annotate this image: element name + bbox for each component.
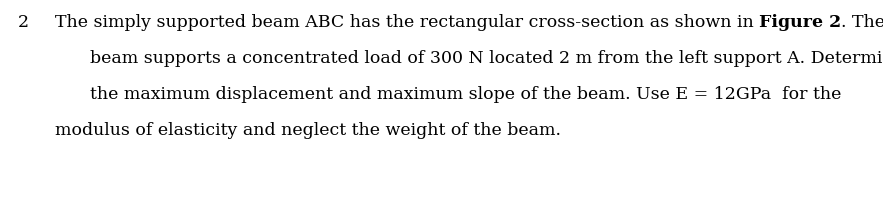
Text: Figure 2: Figure 2 (759, 14, 841, 31)
Text: the maximum displacement and maximum slope of the beam. Use E = 12GPa  for the: the maximum displacement and maximum slo… (90, 86, 841, 103)
Text: beam supports a concentrated load of 300 N located 2 m from the left support A. : beam supports a concentrated load of 300… (90, 50, 883, 67)
Text: modulus of elasticity and neglect the weight of the beam.: modulus of elasticity and neglect the we… (55, 122, 561, 139)
Text: . The: . The (841, 14, 883, 31)
Text: 2: 2 (18, 14, 29, 31)
Text: The simply supported beam ABC has the rectangular cross-section as shown in: The simply supported beam ABC has the re… (55, 14, 759, 31)
